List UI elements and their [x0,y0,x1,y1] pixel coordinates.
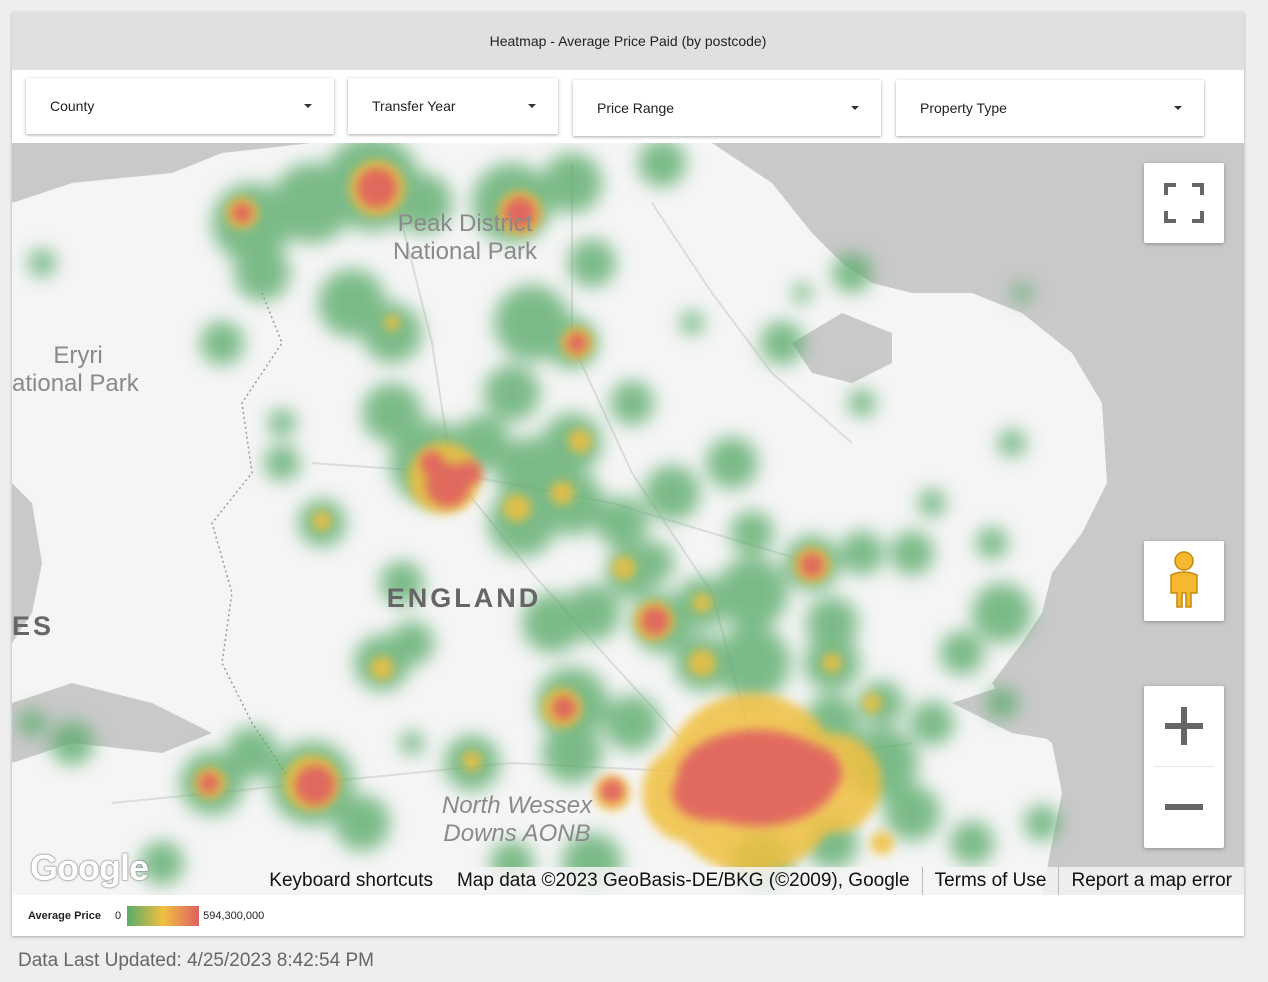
property-type-filter[interactable]: Property Type [896,80,1204,136]
zoom-divider [1154,766,1214,767]
label-wales-partial: ES [12,611,54,641]
zoom-in-icon [1165,707,1203,745]
chevron-down-icon [851,106,859,110]
street-view-button[interactable] [1144,541,1224,621]
terms-of-use-link[interactable]: Terms of Use [922,867,1059,895]
heat-layer-high [199,168,842,826]
zoom-control [1144,686,1224,848]
legend-min: 0 [114,909,122,922]
last-updated-text: Data Last Updated: 4/25/2023 8:42:54 PM [18,950,374,971]
chevron-down-icon [528,104,536,108]
google-logo[interactable]: Google [30,847,149,888]
filter-bar: County Transfer Year Price Range Propert… [12,70,1244,155]
price-range-filter-label: Price Range [597,100,675,116]
fullscreen-icon [1164,183,1204,223]
wales-border [211,292,293,784]
legend-gradient [127,905,200,926]
label-north-wessex: North Wessex [442,792,593,819]
label-national-park: National Park [393,238,538,265]
pegman-icon [1170,551,1198,608]
keyboard-shortcuts-link[interactable]: Keyboard shortcuts [257,867,445,895]
report-map-error-link[interactable]: Report a map error [1059,867,1244,895]
chevron-down-icon [1174,106,1182,110]
county-filter-label: County [50,98,95,114]
property-type-filter-label: Property Type [920,100,1007,116]
zoom-in-button[interactable] [1144,686,1224,766]
transfer-year-filter-label: Transfer Year [372,98,456,114]
map-attribution: Keyboard shortcuts Map data ©2023 GeoBas… [257,867,1244,895]
zoom-out-icon [1165,804,1203,810]
label-england: ENGLAND [387,583,542,613]
county-filter[interactable]: County [26,78,334,134]
label-peak-district: Peak District [398,210,533,237]
map-canvas: Peak District National Park Eryri ationa… [12,143,1244,895]
label-eryri: Eryri [53,342,102,369]
divider [1058,867,1060,895]
chevron-down-icon [304,104,312,108]
legend-max: 594,300,000 [203,909,265,922]
label-eryri-park: ational Park [12,370,140,397]
legend: Average Price 0 594,300,000 [12,895,1244,936]
legend-title: Average Price [28,909,101,922]
place-labels: Peak District National Park Eryri ationa… [12,210,593,847]
zoom-out-button[interactable] [1144,767,1224,847]
report-card: Heatmap - Average Price Paid (by postcod… [12,12,1244,936]
divider [921,867,923,895]
label-downs-aonb: Downs AONB [443,820,590,847]
map-data-text: Map data ©2023 GeoBasis-DE/BKG (©2009), … [444,867,922,895]
fullscreen-button[interactable] [1144,163,1224,243]
heatmap-map[interactable]: Peak District National Park Eryri ationa… [12,143,1244,895]
wash-inlet [792,313,892,383]
transfer-year-filter[interactable]: Transfer Year [348,78,558,134]
price-range-filter[interactable]: Price Range [573,80,881,136]
chart-title: Heatmap - Average Price Paid (by postcod… [12,12,1244,70]
